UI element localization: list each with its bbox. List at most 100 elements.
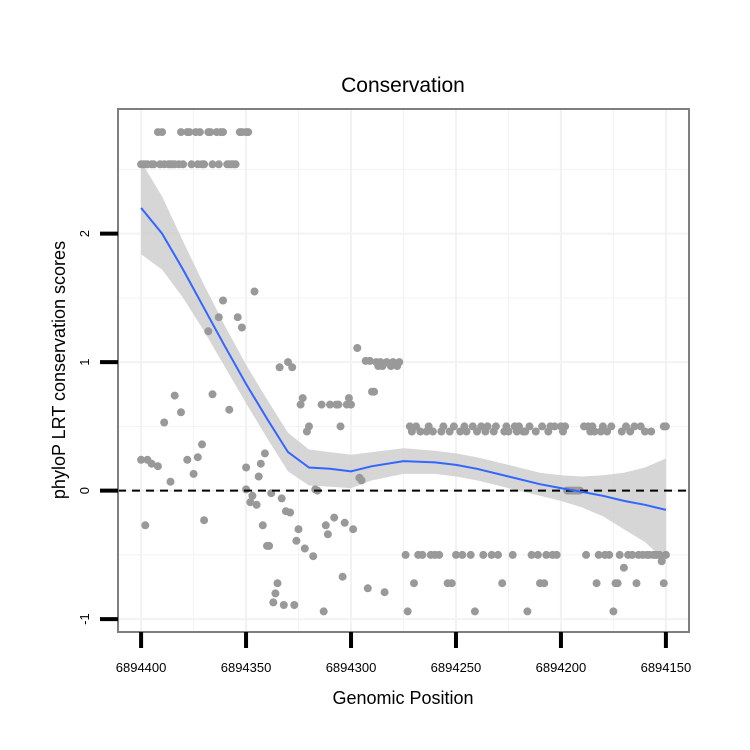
data-point [290,601,299,609]
data-point [435,550,444,559]
data-point [347,400,355,409]
y-axis-title: phyloP LRT conservation scores [49,241,69,499]
x-axis-title: Genomic Position [332,688,473,708]
data-point [592,579,601,588]
data-point [286,508,295,517]
x-tick-label: 6894300 [326,660,377,675]
data-point [470,607,479,616]
data-point [498,579,507,588]
data-point [219,128,227,137]
data-point [258,521,267,530]
data-point [160,418,169,427]
data-point [466,550,475,559]
plot-panel-border [117,108,690,633]
data-point [550,422,559,431]
data-point [655,550,664,559]
data-point [628,550,637,559]
data-point [177,128,185,137]
data-point [330,513,339,522]
x-tick-label: 6894400 [116,660,167,675]
data-point [273,579,282,588]
data-point [204,327,213,336]
data-point [252,500,261,509]
data-point [279,601,288,609]
data-point [428,427,437,436]
data-point [594,550,603,559]
data-point [170,391,179,400]
data-point [640,427,649,436]
data-point [403,607,412,616]
x-tick-label: 6894250 [431,660,482,675]
data-point [149,160,158,169]
data-point [552,550,561,559]
data-point [246,498,255,507]
data-point [309,552,318,561]
data-point [447,579,456,588]
data-point [418,550,427,559]
data-point [319,607,328,616]
data-point [632,579,641,588]
data-point [208,160,217,169]
data-point [250,287,259,296]
data-point [219,296,227,305]
chart-title: Conservation [341,74,465,97]
data-point [269,598,278,607]
data-point [504,427,513,436]
data-point [582,550,591,559]
data-point [630,422,639,431]
data-point [458,550,467,559]
data-point [561,422,570,431]
data-point [338,572,347,581]
data-point [416,427,425,436]
data-point [147,459,156,468]
data-point [275,363,284,372]
data-point [349,525,358,534]
data-point [200,160,209,169]
data-point [334,400,343,409]
data-point [294,525,303,534]
data-point [237,323,246,332]
data-point [244,128,253,137]
data-point [344,394,353,403]
data-point [353,344,362,352]
data-point [661,422,670,431]
data-point [321,521,330,530]
data-point [340,518,349,527]
data-point [265,541,274,550]
data-point [370,387,379,396]
data-point [605,550,614,559]
data-point [525,422,534,431]
data-point [609,607,618,616]
data-point [365,356,374,365]
x-tick-label: 6894150 [641,660,692,675]
data-point [487,550,496,559]
data-point [292,536,301,545]
data-point [254,472,263,481]
data-point [613,579,622,588]
data-point [193,453,202,462]
data-point [494,550,502,559]
data-point [317,400,326,409]
confidence-band [141,161,666,562]
data-point [214,160,223,169]
data-point [206,128,215,137]
data-point [179,160,188,169]
y-tick-label: 0 [77,487,92,494]
data-point [363,584,372,593]
data-point [657,557,666,566]
data-point [452,550,460,559]
data-point [527,550,536,559]
data-point [187,160,196,169]
data-point [508,550,517,559]
data-point [607,422,616,431]
data-point [661,550,670,559]
data-point [647,427,656,436]
data-point [300,544,309,553]
data-point [533,550,542,559]
data-point [323,530,332,539]
data-point [357,476,366,485]
data-point [248,491,257,500]
data-point [483,422,492,431]
data-point [296,400,305,409]
